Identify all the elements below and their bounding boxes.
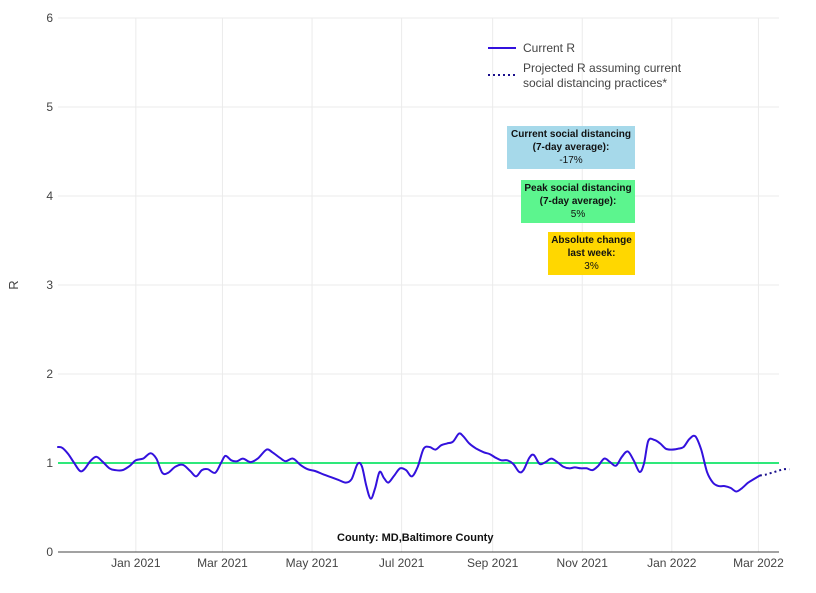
y-tick-label: 1 [46, 456, 53, 470]
x-tick-label: Jan 2021 [111, 556, 161, 570]
annotation-absolute-title-1: Absolute change [551, 235, 632, 246]
annotation-absolute-value: 3% [584, 261, 599, 272]
annotation-current-title-1: Current social distancing [510, 129, 632, 140]
county-footer: County: MD,Baltimore County [337, 532, 494, 544]
annotation-peak-social-distancing: Peak social distancing (7-day average): … [521, 180, 635, 223]
y-tick-label: 5 [46, 100, 53, 114]
x-tick-label: Sep 2021 [467, 556, 519, 570]
legend: Current R Projected R assuming current s… [488, 41, 682, 90]
y-tick-label: 3 [46, 278, 53, 292]
series-group [57, 432, 790, 500]
grid-lines [58, 17, 779, 552]
annotation-current-value: -17% [559, 155, 583, 166]
y-tick-labels: 0 1 2 3 4 5 6 [46, 11, 53, 559]
annotation-peak-title-2: (7-day average): [539, 196, 617, 207]
y-tick-label: 6 [46, 11, 53, 25]
legend-current-label: Current R [523, 41, 575, 55]
y-tick-label: 4 [46, 189, 53, 203]
x-tick-label: Jan 2022 [647, 556, 697, 570]
annotation-current-social-distancing: Current social distancing (7-day average… [507, 126, 635, 169]
y-axis-title: R [6, 280, 21, 289]
y-tick-label: 2 [46, 367, 53, 381]
y-tick-label: 0 [46, 545, 53, 559]
x-tick-label: Nov 2021 [557, 556, 609, 570]
x-tick-label: Jul 2021 [379, 556, 425, 570]
annotation-absolute-title-2: last week: [567, 248, 616, 259]
x-tick-label: Mar 2022 [733, 556, 784, 570]
legend-projected-label-line1: Projected R assuming current [523, 61, 682, 75]
annotation-peak-value: 5% [570, 209, 586, 220]
x-tick-label: Mar 2021 [197, 556, 248, 570]
series-current-r-line [57, 432, 761, 500]
annotation-absolute-change: Absolute change last week: 3% [548, 232, 635, 275]
legend-projected-label-line2: social distancing practices* [523, 76, 667, 90]
x-tick-labels: Jan 2021 Mar 2021 May 2021 Jul 2021 Sep 2021… [111, 556, 784, 570]
series-projected-r-line [759, 468, 790, 477]
annotation-peak-title-1: Peak social distancing [524, 183, 632, 194]
x-tick-label: May 2021 [286, 556, 339, 570]
annotation-current-title-2: (7-day average): [532, 142, 610, 153]
